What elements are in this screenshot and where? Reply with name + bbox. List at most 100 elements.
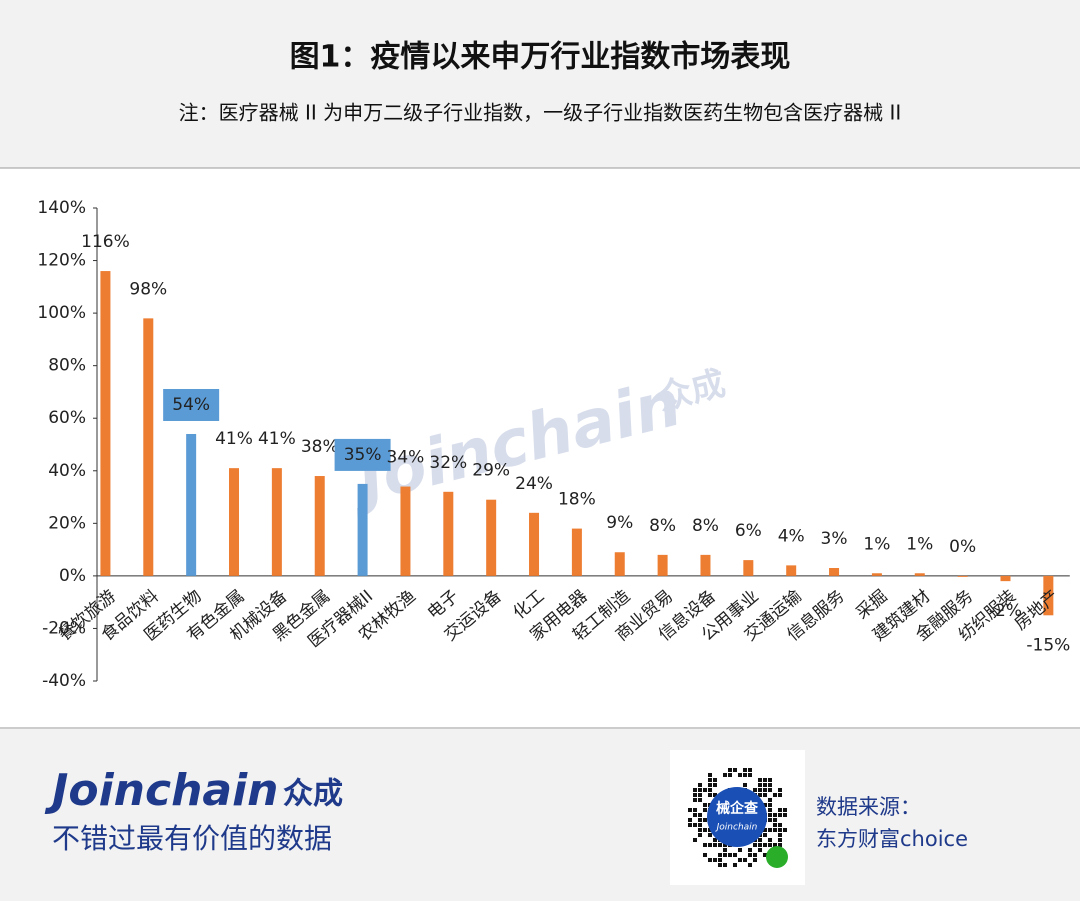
bar bbox=[871, 573, 882, 576]
qr-dot bbox=[763, 853, 767, 857]
bar bbox=[443, 491, 454, 576]
qr-dot bbox=[778, 828, 782, 832]
qr-dot bbox=[698, 823, 702, 827]
qr-dot bbox=[703, 818, 707, 822]
qr-dot bbox=[783, 808, 787, 812]
value-label: 6% bbox=[735, 521, 762, 541]
value-label: 41% bbox=[215, 429, 253, 449]
footer-bg bbox=[0, 729, 1080, 901]
bar bbox=[914, 573, 925, 576]
qr-dot bbox=[713, 858, 717, 862]
qr-dot bbox=[748, 768, 752, 772]
qr-dot bbox=[748, 853, 752, 857]
bar bbox=[743, 560, 754, 576]
header-bg bbox=[0, 0, 1080, 168]
source: 东方财富choice bbox=[816, 827, 968, 851]
qr-dot bbox=[723, 843, 727, 847]
value-label: 38% bbox=[301, 437, 339, 457]
qr-dot bbox=[723, 848, 727, 852]
qr-dot bbox=[753, 843, 757, 847]
bar bbox=[614, 552, 625, 576]
qr-dot bbox=[698, 783, 702, 787]
qr-dot bbox=[693, 798, 697, 802]
qr-dot bbox=[758, 788, 762, 792]
qr-dot bbox=[768, 808, 772, 812]
bar bbox=[1000, 575, 1011, 582]
qr-dot bbox=[713, 843, 717, 847]
qr-dot bbox=[693, 788, 697, 792]
qr-dot bbox=[768, 818, 772, 822]
qr-dot bbox=[768, 838, 772, 842]
qr-dot bbox=[708, 778, 712, 782]
value-label: 0% bbox=[949, 537, 976, 557]
qr-dot bbox=[773, 828, 777, 832]
bar bbox=[357, 483, 368, 576]
y-tick-label: 40% bbox=[48, 461, 86, 481]
qr-dot bbox=[763, 828, 767, 832]
bar bbox=[571, 528, 582, 576]
qr-dot bbox=[773, 818, 777, 822]
footer-brand: Joinchain bbox=[44, 765, 279, 816]
qr-dot bbox=[768, 798, 772, 802]
value-label: 34% bbox=[387, 448, 425, 468]
bar bbox=[657, 554, 668, 576]
value-label: 1% bbox=[863, 534, 890, 554]
bar bbox=[229, 468, 240, 576]
qr-dot bbox=[738, 848, 742, 852]
qr-dot bbox=[748, 863, 752, 867]
qr-dot bbox=[778, 833, 782, 837]
value-label: 54% bbox=[172, 395, 210, 415]
qr-dot bbox=[723, 773, 727, 777]
qr-dot bbox=[773, 843, 777, 847]
value-label: 35% bbox=[344, 445, 382, 465]
qr-dot bbox=[713, 778, 717, 782]
subtitle: 注：医疗器械 II 为申万二级子行业指数，一级子行业指数医药生物包含医疗器械 I… bbox=[179, 101, 902, 125]
value-label: -15% bbox=[1026, 635, 1070, 655]
bar bbox=[100, 271, 111, 576]
qr-dot bbox=[743, 783, 747, 787]
qr-dot bbox=[733, 768, 737, 772]
qr-icon bbox=[766, 846, 788, 868]
qr-dot bbox=[773, 793, 777, 797]
qr-dot bbox=[708, 843, 712, 847]
qr-dot bbox=[703, 843, 707, 847]
bar bbox=[400, 486, 411, 576]
value-label: 3% bbox=[821, 529, 848, 549]
qr-dot bbox=[703, 828, 707, 832]
y-tick-label: 60% bbox=[48, 408, 86, 428]
qr-dot bbox=[758, 778, 762, 782]
qr-dot bbox=[688, 818, 692, 822]
qr-dot bbox=[693, 808, 697, 812]
qr-dot bbox=[703, 808, 707, 812]
qr-dot bbox=[763, 778, 767, 782]
qr-dot bbox=[748, 848, 752, 852]
qr-dot bbox=[773, 823, 777, 827]
value-label: 4% bbox=[778, 526, 805, 546]
qr-dot bbox=[733, 863, 737, 867]
qr-dot bbox=[718, 863, 722, 867]
bar bbox=[271, 468, 282, 576]
y-tick-label: -20% bbox=[42, 618, 86, 638]
qr-dot bbox=[778, 838, 782, 842]
qr-dot bbox=[703, 853, 707, 857]
bar bbox=[786, 565, 797, 576]
qr-dot bbox=[778, 843, 782, 847]
qr-dot bbox=[728, 773, 732, 777]
qr-dot bbox=[758, 848, 762, 852]
qr-dot bbox=[773, 813, 777, 817]
qr-sub: Joinchain bbox=[715, 823, 758, 833]
watermark-brand: Joinchain bbox=[340, 366, 688, 520]
qr-dot bbox=[713, 783, 717, 787]
bar bbox=[1043, 575, 1054, 616]
qr-dot bbox=[763, 803, 767, 807]
qr-dot bbox=[693, 813, 697, 817]
qr-dot bbox=[698, 833, 702, 837]
qr-dot bbox=[698, 813, 702, 817]
slogan: 不错过最有价值的数据 bbox=[52, 822, 332, 855]
qr-dot bbox=[763, 783, 767, 787]
value-label: 9% bbox=[606, 513, 633, 533]
bar bbox=[143, 318, 154, 576]
value-label: 29% bbox=[472, 461, 510, 481]
bar bbox=[529, 512, 540, 576]
